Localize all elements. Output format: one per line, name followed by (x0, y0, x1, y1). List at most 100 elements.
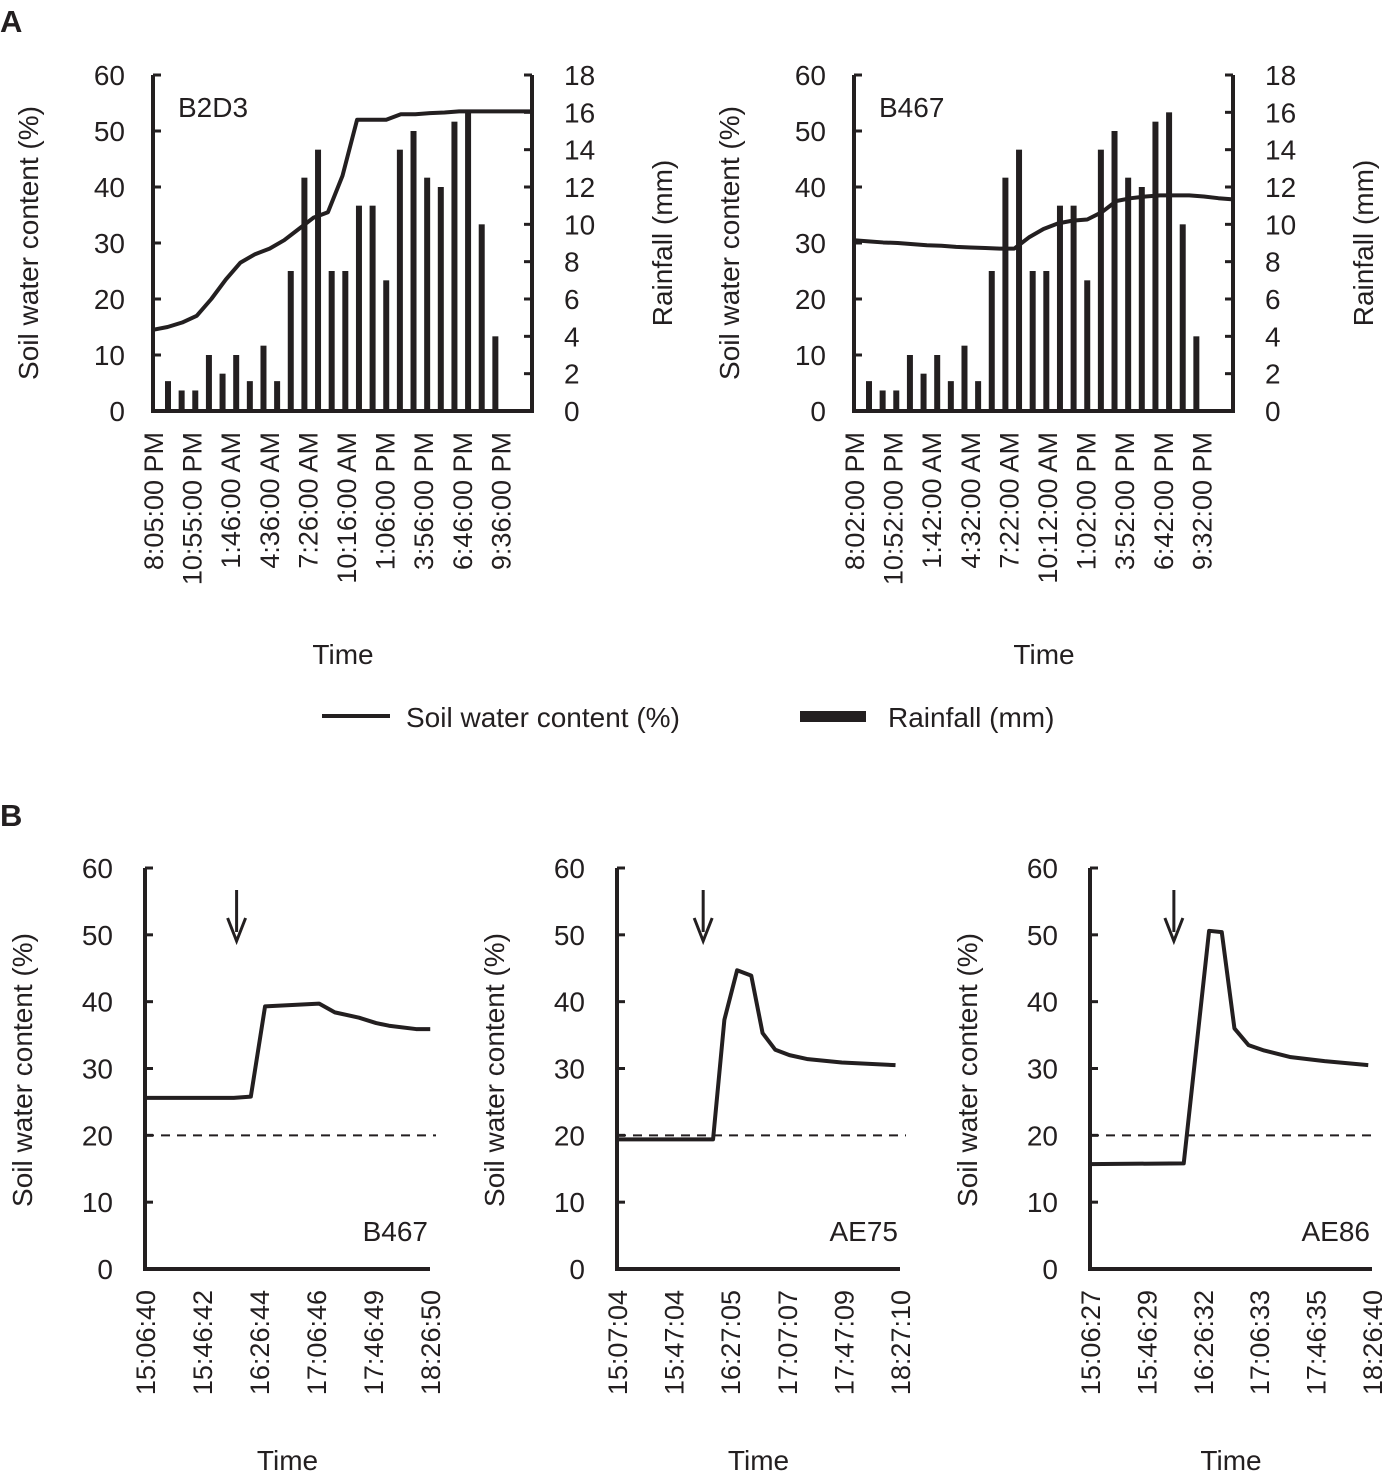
x-tick-label: 1:06:00 PM (371, 432, 401, 570)
rainfall-bar (315, 149, 322, 411)
rainfall-bar (866, 381, 872, 411)
y-tick-label: 50 (1027, 920, 1058, 951)
soil-water-line (616, 968, 896, 1142)
y2-tick-label: 14 (1265, 135, 1296, 166)
rainfall-bar (1111, 131, 1118, 411)
y2-tick-label: 14 (564, 135, 595, 166)
y2-tick-label: 6 (1265, 284, 1281, 315)
rainfall-bar (328, 271, 335, 411)
y-tick-label: 30 (82, 1054, 113, 1085)
y2-tick-label: 4 (564, 321, 580, 352)
arrow-down-head-icon (226, 917, 247, 946)
soil-water-line (144, 1001, 431, 1100)
y-tick-label: 40 (554, 987, 585, 1018)
y-tick-label: 30 (1027, 1054, 1058, 1085)
y-tick-label: 60 (554, 853, 585, 884)
y2-tick-label: 12 (564, 172, 595, 203)
y-tick-label: 0 (97, 1254, 113, 1285)
x-tick-label: 17:46:49 (359, 1290, 389, 1395)
axes (143, 868, 430, 1271)
x-tick-label: 15:06:40 (131, 1290, 161, 1395)
y2-tick-label: 0 (564, 396, 580, 427)
y2-tick-label: 18 (1265, 60, 1296, 91)
y-tick-label: 50 (94, 116, 125, 147)
y-tick-label: 20 (82, 1120, 113, 1151)
y2-tick-label: 16 (1265, 97, 1296, 128)
y-tick-label: 10 (554, 1187, 585, 1218)
panel-label-b: B (0, 798, 22, 833)
x-tick-label: 10:16:00 AM (332, 432, 362, 584)
x-tick-label: 9:32:00 PM (1187, 432, 1217, 570)
x-tick-label: 10:55:00 PM (178, 432, 208, 585)
y-tick-label: 30 (795, 228, 826, 259)
rainfall-bar (1084, 280, 1091, 411)
y-tick-label: 20 (94, 284, 125, 315)
rainfall-bar (1002, 177, 1009, 411)
rainfall-bar (465, 112, 472, 411)
x-tick-label: 4:36:00 AM (255, 432, 285, 569)
soil-water-line (1089, 928, 1369, 1167)
x-axis-label: Time (312, 639, 373, 670)
y-tick-label: 50 (795, 116, 826, 147)
x-tick-label: 9:36:00 PM (486, 432, 516, 570)
rainfall-bar (988, 271, 995, 411)
x-tick-label: 10:12:00 AM (1033, 432, 1063, 584)
y-tick-label: 10 (1027, 1187, 1058, 1218)
rainfall-bar (192, 390, 199, 411)
y-tick-label: 30 (554, 1054, 585, 1085)
soil-water-line (152, 109, 532, 332)
chart-a-b467: 0 10 20 30 40 50 60 0 2 4 6 8 10 12 14 16 18 B467 8:02:00 … (714, 60, 1379, 670)
y-tick-label: 10 (795, 340, 826, 371)
axes (1088, 868, 1372, 1271)
rainfall-bar (920, 373, 927, 411)
rainfall-bar (1166, 112, 1173, 411)
y-tick-label: 50 (82, 920, 113, 951)
y2-axis-label: Rainfall (mm) (1348, 160, 1379, 326)
x-tick-label: 8:02:00 PM (840, 432, 870, 570)
x-tick-label: 17:47:09 (829, 1290, 859, 1395)
y-axis-label: Soil water content (%) (479, 933, 510, 1207)
y2-tick-label: 18 (564, 60, 595, 91)
rainfall-bar (893, 390, 900, 411)
rainfall-bar (383, 280, 390, 411)
x-tick-label: 18:26:50 (416, 1290, 446, 1395)
y2-tick-label: 6 (564, 284, 580, 315)
y2-tick-label: 8 (564, 247, 580, 278)
y-tick-label: 30 (94, 228, 125, 259)
rainfall-bar (205, 355, 212, 411)
x-axis-label: Time (1013, 639, 1074, 670)
rainfall-bar (287, 271, 294, 411)
rainfall-bar (879, 390, 886, 411)
legend-bar-swatch (800, 711, 866, 722)
x-tick-label: 15:46:42 (188, 1290, 218, 1395)
rainfall-bar (274, 381, 281, 411)
y-tick-label: 40 (795, 172, 826, 203)
rainfall-bar (1056, 205, 1063, 411)
x-tick-label: 7:22:00 AM (994, 432, 1024, 569)
chart-title: B2D3 (178, 92, 248, 123)
x-tick-label: 16:26:44 (245, 1290, 275, 1395)
rainfall-bar (355, 205, 362, 411)
rainfall-bar (233, 355, 240, 411)
x-axis-label: Time (257, 1445, 318, 1474)
chart-title: B467 (879, 92, 944, 123)
rainfall-bar (1029, 271, 1036, 411)
chart-title: B467 (363, 1216, 428, 1247)
y-tick-label: 50 (554, 920, 585, 951)
rainfall-bar (451, 121, 458, 412)
x-tick-label: 6:42:00 PM (1149, 432, 1179, 570)
x-tick-label: 18:26:40 (1358, 1290, 1382, 1395)
x-tick-label: 17:06:46 (302, 1290, 332, 1395)
rainfall-bar (934, 355, 941, 411)
y2-tick-label: 10 (564, 209, 595, 240)
x-tick-label: 8:05:00 PM (139, 432, 169, 570)
chart-title: AE75 (830, 1216, 899, 1247)
chart-b-ae86: 0 10 20 30 40 50 60 AE86 15:06:27 15:46:29 16:26:3… (952, 853, 1382, 1474)
y-tick-label: 10 (94, 340, 125, 371)
rainfall-bar (1138, 187, 1145, 411)
rainfall-bar (178, 390, 185, 411)
rainfall-bar (478, 224, 485, 411)
y-tick-label: 40 (94, 172, 125, 203)
x-tick-label: 6:46:00 PM (448, 432, 478, 570)
rainfall-bar (437, 187, 444, 411)
